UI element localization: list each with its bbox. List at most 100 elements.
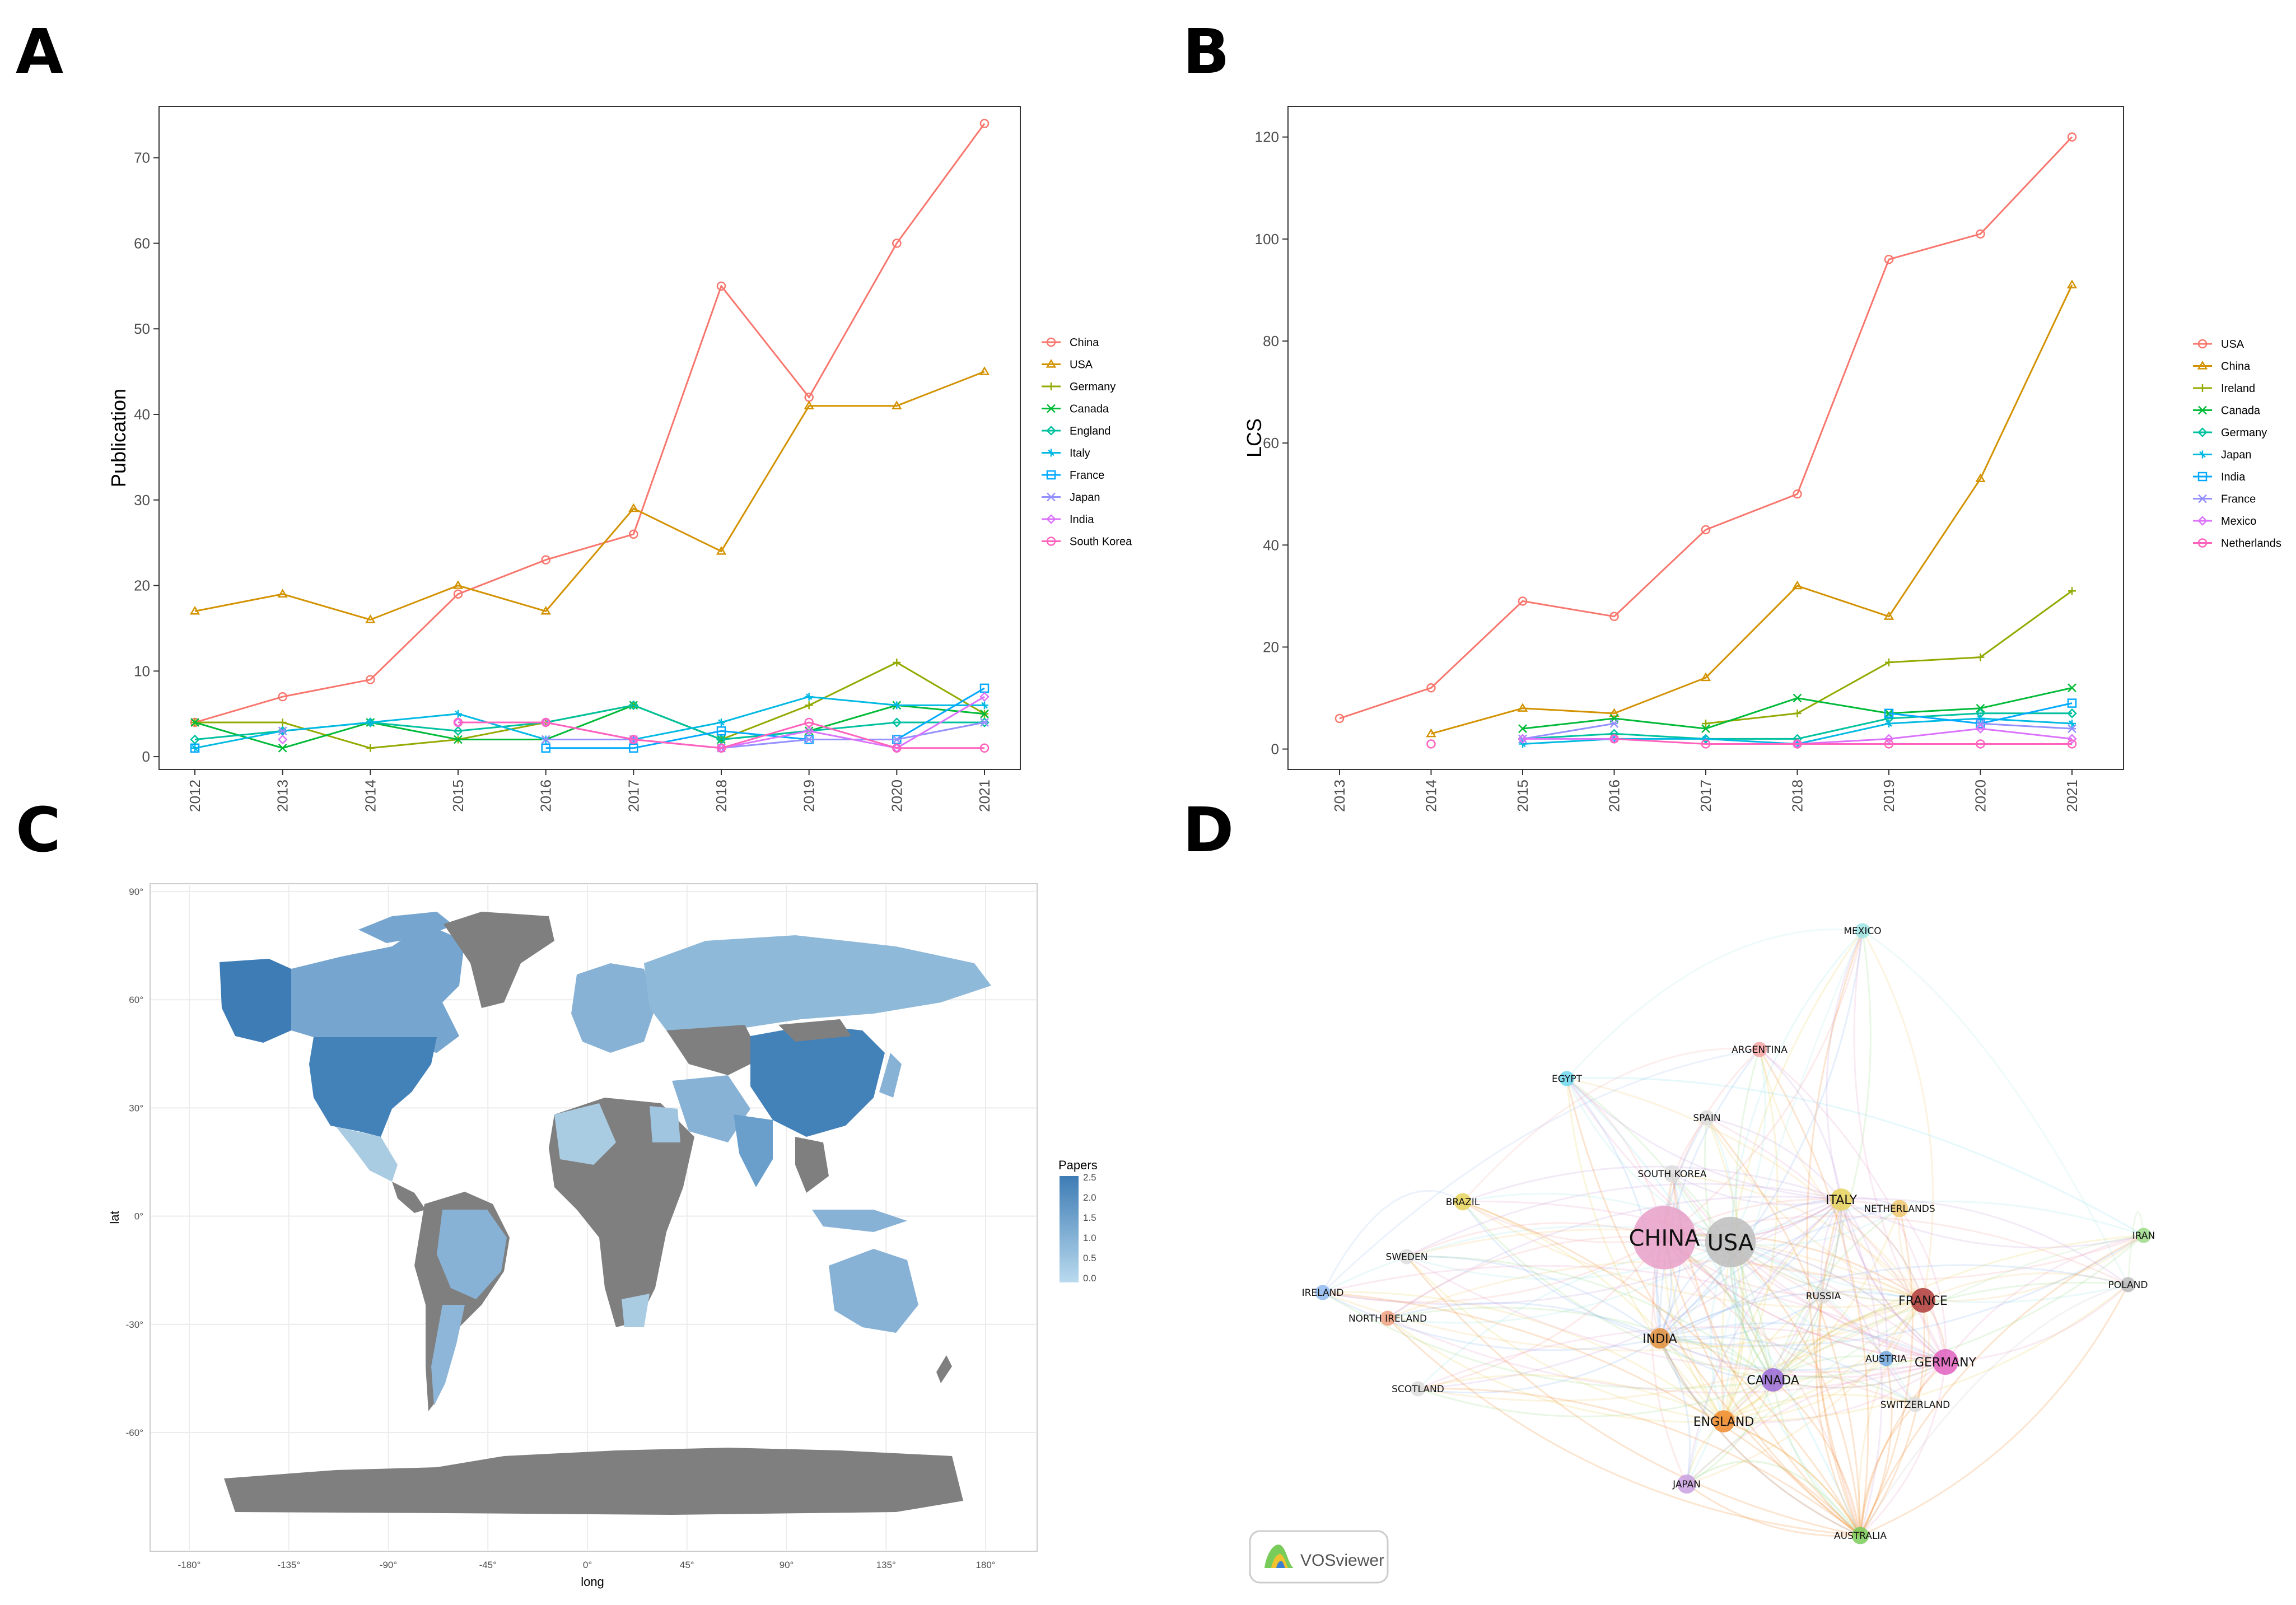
data-point: [2066, 279, 2078, 288]
legend-entry: USA: [1042, 359, 1093, 371]
network-edge: [1729, 1241, 1861, 1536]
data-point: [1883, 611, 1894, 620]
node-label: RUSSIA: [1806, 1291, 1841, 1302]
node-scotland[interactable]: SCOTLAND: [1392, 1381, 1444, 1397]
node-france[interactable]: FRANCE: [1898, 1288, 1948, 1313]
network-edge: [1729, 1049, 1766, 1243]
legend-label: Netherlands: [2221, 538, 2281, 550]
network-edge: [1387, 1317, 1946, 1394]
node-switzerland[interactable]: SWITZERLAND: [1880, 1397, 1950, 1412]
series-line: [1614, 738, 2072, 745]
data-point: [1519, 740, 1527, 748]
node-label: USA: [1707, 1230, 1754, 1256]
network-edge: [1759, 1048, 1842, 1200]
network-edge: [1706, 1117, 1842, 1200]
network-edge: [1417, 1198, 1842, 1390]
network-edge: [1860, 1284, 2129, 1537]
network-edge: [1859, 1361, 1947, 1537]
region-russia: [644, 935, 991, 1030]
legend-marker: [1046, 359, 1057, 368]
network-edge: [1723, 1357, 1887, 1422]
node-germany[interactable]: GERMANY: [1915, 1349, 1977, 1375]
data-point: [1976, 739, 1985, 749]
legend-entry: England: [1042, 425, 1110, 437]
network-edge: [1859, 1234, 2144, 1536]
y-tick-label: 20: [134, 577, 150, 594]
x-axis-ticks: -180° -135° -90° -45° 0° 45° 90° 135° 180°: [178, 1560, 996, 1570]
node-label: ITALY: [1826, 1193, 1858, 1207]
node-south-korea[interactable]: SOUTH KOREA: [1638, 1165, 1707, 1183]
node-england[interactable]: ENGLAND: [1693, 1410, 1754, 1433]
y-tick-label: 70: [134, 150, 150, 166]
node-china[interactable]: CHINA: [1628, 1206, 1700, 1270]
data-point: [190, 743, 200, 753]
node-label: POLAND: [2108, 1280, 2148, 1291]
node-circle: [1907, 1397, 1923, 1412]
x-tick-label: -135°: [277, 1560, 300, 1570]
network-edge: [1659, 1338, 1861, 1537]
node-austria[interactable]: AUSTRIA: [1865, 1351, 1907, 1366]
legend-entry: China: [1042, 337, 1099, 349]
node-japan[interactable]: JAPAN: [1672, 1475, 1701, 1494]
network-edge: [1945, 1284, 2129, 1363]
node-canada[interactable]: CANADA: [1747, 1368, 1799, 1392]
data-point: [1793, 489, 1802, 499]
data-point: [893, 701, 901, 710]
world-map-chart: -180° -135° -90° -45° 0° 45° 90° 135° 180° 90° 60…: [108, 883, 1098, 1589]
node-spain[interactable]: SPAIN: [1693, 1110, 1721, 1126]
network-edge: [1914, 1300, 1930, 1405]
y-tick-label: 10: [134, 662, 150, 679]
network-edge: [1417, 1237, 1665, 1390]
node-iran[interactable]: IRAN: [2132, 1228, 2155, 1243]
node-italy[interactable]: ITALY: [1826, 1188, 1858, 1211]
y-tick-label: 30°: [129, 1103, 143, 1113]
vosviewer-logo-icon: [1264, 1545, 1294, 1568]
network-edge: [1566, 1077, 1924, 1301]
network-edge: [1417, 1337, 1660, 1394]
y-tick-label: -30°: [126, 1319, 143, 1330]
x-tick-label: 2014: [362, 780, 379, 812]
legend-marker: [1047, 404, 1056, 413]
panel-label-b: B: [1183, 16, 1230, 87]
y-axis-title: LCS: [1243, 418, 1266, 458]
x-axis-title: long: [581, 1575, 604, 1589]
data-point: [277, 589, 288, 598]
node-ireland[interactable]: IRELAND: [1302, 1285, 1344, 1300]
node-circle: [1816, 1288, 1831, 1304]
network-edge: [1322, 1048, 1760, 1294]
legend-entry: Canada: [2193, 405, 2261, 417]
node-label: ENGLAND: [1693, 1415, 1754, 1429]
node-argentina[interactable]: ARGENTINA: [1732, 1042, 1788, 1057]
y-tick-label: 90°: [129, 887, 143, 897]
vosviewer-label: VOSviewer: [1300, 1551, 1384, 1570]
node-north-ireland[interactable]: NORTH IRELAND: [1348, 1310, 1427, 1326]
data-point: [1976, 719, 1985, 728]
node-label: ARGENTINA: [1732, 1044, 1788, 1056]
node-netherlands[interactable]: NETHERLANDS: [1864, 1200, 1935, 1217]
network-edge: [1772, 1281, 2129, 1381]
network-edge: [1659, 1338, 1691, 1485]
node-sweden[interactable]: SWEDEN: [1386, 1249, 1428, 1265]
network-edge: [1417, 1326, 1946, 1390]
node-mexico[interactable]: MEXICO: [1844, 923, 1882, 939]
node-egypt[interactable]: EGYPT: [1552, 1071, 1583, 1086]
network-edge: [1659, 1338, 1724, 1422]
network-edge: [1406, 1183, 1842, 1258]
network-edge: [1322, 1237, 1665, 1303]
network-edge: [1772, 1361, 1946, 1389]
node-usa[interactable]: USA: [1705, 1216, 1756, 1268]
network-edge: [1664, 930, 1864, 1239]
node-label: NORTH IRELAND: [1348, 1313, 1427, 1324]
node-australia[interactable]: AUSTRALIA: [1834, 1527, 1887, 1545]
node-brazil[interactable]: BRAZIL: [1446, 1193, 1480, 1211]
y-tick-label: 60: [134, 235, 150, 251]
panel-label-a: A: [16, 16, 63, 87]
data-point: [1976, 653, 1985, 661]
network-edge: [1417, 1379, 1774, 1417]
legend-label: France: [2221, 493, 2256, 506]
node-russia[interactable]: RUSSIA: [1806, 1288, 1841, 1304]
legend-label: Italy: [1070, 447, 1090, 460]
node-poland[interactable]: POLAND: [2108, 1277, 2148, 1293]
data-point: [1517, 703, 1528, 712]
node-india[interactable]: INDIA: [1642, 1328, 1677, 1349]
